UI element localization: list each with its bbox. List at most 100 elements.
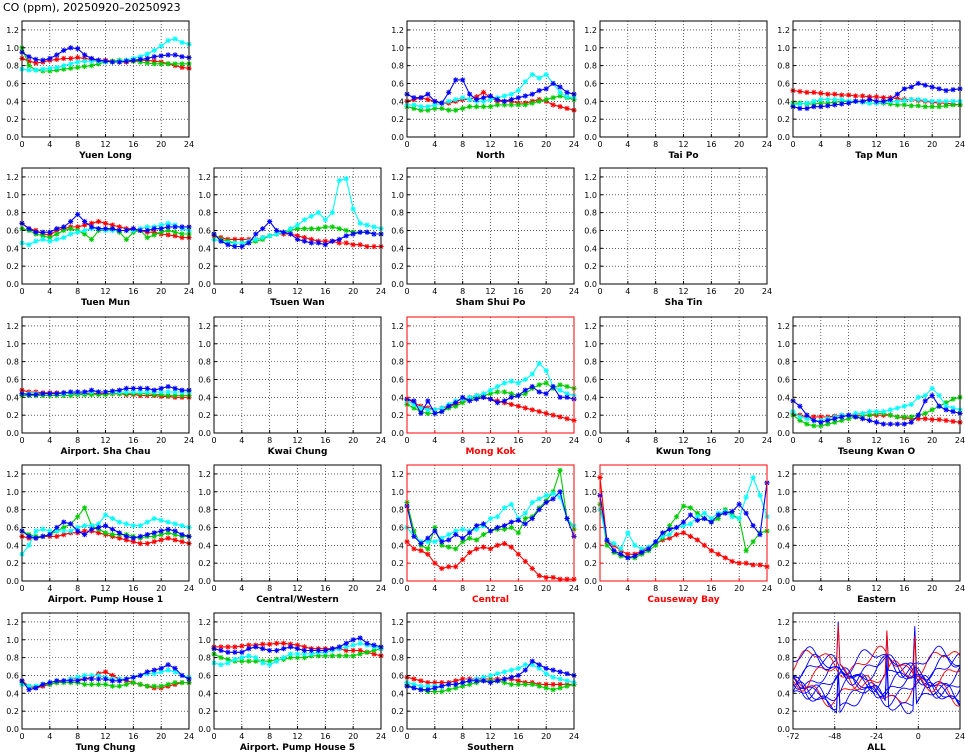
data-point (418, 405, 424, 411)
data-point (557, 494, 563, 500)
data-point (536, 88, 542, 94)
data-point (922, 398, 928, 404)
data-point (460, 683, 466, 689)
data-point (943, 407, 949, 413)
data-point (144, 389, 150, 395)
data-point (253, 644, 259, 650)
data-point (315, 240, 321, 246)
data-point (88, 526, 95, 532)
data-point (557, 676, 563, 682)
data-point (922, 97, 928, 104)
data-point (26, 542, 32, 548)
y-tick-label: 1.2 (584, 322, 597, 331)
data-point (308, 240, 315, 246)
data-point (47, 65, 53, 71)
y-tick-label: 0.6 (391, 375, 404, 384)
y-tick-label: 1.2 (584, 26, 597, 35)
data-point (336, 240, 342, 246)
data-point (460, 105, 466, 112)
data-point (536, 75, 542, 81)
data-point (550, 384, 556, 390)
y-tick-label: 0.2 (584, 262, 597, 271)
data-point (116, 227, 123, 234)
x-tick-label: 0 (19, 287, 24, 296)
x-tick-label: 4 (47, 732, 52, 741)
data-point (425, 546, 431, 552)
data-point (873, 98, 880, 104)
data-point (68, 226, 74, 232)
data-point (308, 647, 315, 654)
data-point (151, 667, 157, 673)
data-point (82, 528, 88, 534)
data-point (694, 537, 701, 543)
data-point (460, 77, 466, 83)
x-tick-label: 4 (625, 584, 630, 593)
data-point (501, 102, 508, 108)
data-point (943, 88, 949, 94)
data-point (536, 662, 542, 668)
y-tick-label: 1.0 (198, 191, 211, 200)
y-tick-label: 0.6 (391, 79, 404, 88)
all-trace (792, 664, 961, 714)
y-tick-label: 1.0 (777, 44, 790, 53)
data-point (47, 232, 53, 238)
data-point (179, 532, 185, 538)
x-tick-label: 4 (432, 287, 437, 296)
data-point (411, 405, 417, 411)
x-tick-label: 0 (19, 436, 24, 445)
data-point (915, 394, 921, 400)
data-point (287, 226, 294, 232)
data-point (811, 104, 817, 110)
panel-title: Airport. Pump House 1 (48, 595, 163, 605)
x-tick-label: 4 (432, 140, 437, 149)
data-point (811, 89, 817, 95)
data-point (804, 105, 810, 112)
panel-airport-pump-house-5: 0 4 8 12 16 20 24 0.0 0.2 0.4 0.6 0.8 1.0 1.2 Airport.… (198, 612, 386, 753)
y-tick-label: 1.2 (6, 26, 19, 35)
data-point (432, 407, 438, 413)
y-tick-label: 0.0 (198, 577, 211, 586)
data-point (936, 98, 942, 104)
data-point (894, 421, 900, 427)
data-point (130, 385, 136, 391)
x-tick-label: 12 (100, 140, 110, 149)
data-point (473, 523, 480, 529)
data-point (660, 530, 666, 536)
data-point (564, 391, 570, 397)
y-tick-label: 0.4 (777, 97, 790, 106)
data-point (418, 687, 424, 693)
y-tick-label: 1.2 (391, 618, 404, 627)
data-point (151, 683, 157, 689)
data-point (508, 91, 514, 97)
y-tick-label: 1.0 (198, 636, 211, 645)
data-point (172, 669, 178, 675)
data-point (432, 528, 438, 534)
y-tick-label: 0.8 (6, 358, 19, 367)
data-point (480, 89, 487, 95)
data-point (418, 540, 424, 547)
data-point (467, 104, 473, 110)
data-point (54, 64, 60, 70)
data-point (467, 91, 473, 97)
data-point (797, 88, 803, 95)
data-point (82, 58, 88, 64)
data-point (102, 676, 109, 682)
figure-title: CO (ppm), 20250920–20250923 (3, 1, 181, 14)
data-point (480, 678, 487, 684)
data-point (639, 549, 645, 556)
series-4 (19, 662, 192, 693)
data-point (557, 467, 563, 473)
data-point (158, 532, 164, 538)
x-tick-label: 16 (128, 732, 138, 741)
x-tick-label: 12 (871, 436, 881, 445)
data-point (411, 102, 417, 108)
data-point (95, 524, 102, 531)
x-tick-label: 8 (75, 732, 80, 741)
y-tick-label: 0.4 (584, 393, 597, 402)
data-point (294, 642, 301, 648)
data-point (529, 662, 535, 668)
data-point (501, 505, 508, 511)
y-tick-label: 0.6 (584, 79, 597, 88)
x-tick-label: 8 (75, 436, 80, 445)
x-tick-label: 0 (19, 584, 24, 593)
